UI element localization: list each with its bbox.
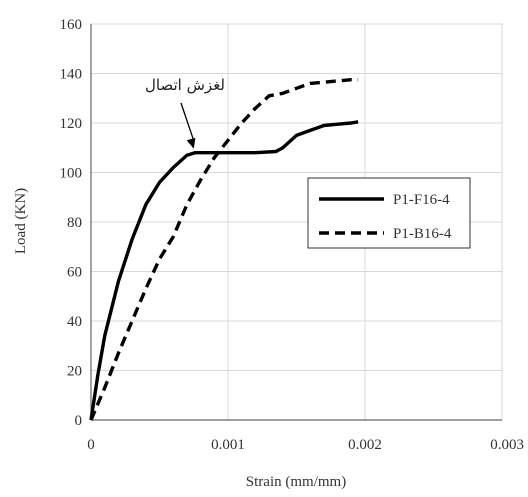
legend-label: P1-B16-4 (393, 226, 452, 242)
series-lines (89, 78, 359, 421)
x-axis-title: Strain (mm/mm) (246, 474, 346, 490)
x-tick-label: 0.003 (490, 437, 524, 453)
y-tick-label: 80 (67, 215, 82, 231)
annotation-arrow-shaft (180, 102, 195, 141)
y-tick-label: 60 (67, 265, 82, 281)
x-tick-label: 0.001 (211, 437, 245, 453)
y-axis-title: Load (KN) (13, 188, 29, 254)
y-tick-label: 120 (60, 116, 83, 132)
y-tick-label: 20 (67, 364, 82, 380)
tick-labels: 0 20 40 60 80 100 120 140 160 0 0.001 0.002 0.003 (60, 17, 525, 453)
y-tick-label: 0 (75, 413, 83, 429)
y-tick-label: 40 (67, 314, 82, 330)
y-tick-label: 140 (60, 67, 83, 83)
y-tick-label: 160 (60, 17, 83, 33)
series-line-p1-f16-4 (89, 120, 359, 421)
series-line-p1-b16-4 (89, 78, 359, 421)
legend-box (307, 177, 471, 249)
axes (90, 24, 502, 421)
annotation: لغزش اتصال (145, 76, 225, 149)
y-tick-label: 100 (60, 166, 83, 182)
annotation-label: لغزش اتصال (145, 76, 225, 94)
x-tick-label: 0.002 (348, 437, 382, 453)
legend: P1-F16-4 P1-B16-4 (307, 177, 471, 249)
legend-label: P1-F16-4 (393, 192, 450, 208)
annotation-arrow-head (186, 137, 196, 149)
x-tick-label: 0 (87, 437, 95, 453)
